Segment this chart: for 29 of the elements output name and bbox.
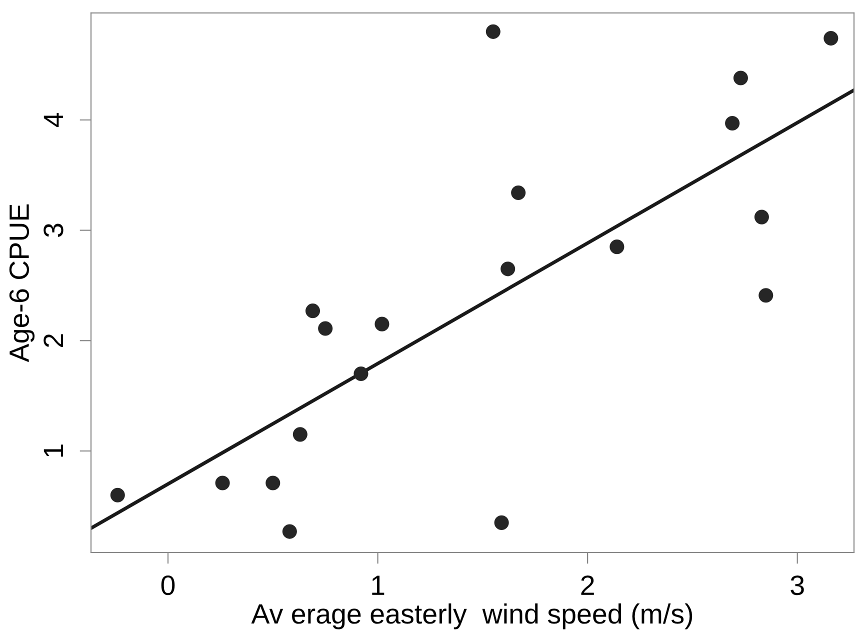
point xyxy=(318,321,333,336)
point xyxy=(215,476,230,490)
point xyxy=(733,70,748,86)
y-tick-label: 2 xyxy=(44,334,64,347)
y-axis-title: Age-6 CPUE xyxy=(9,204,35,362)
point xyxy=(500,262,516,276)
x-tick-label: 0 xyxy=(161,575,175,596)
x-axis-title: Av erage easterly wind speed (m/s) xyxy=(251,603,692,630)
point xyxy=(282,524,297,539)
point xyxy=(266,476,280,490)
point xyxy=(292,427,308,442)
x-tick-label: 3 xyxy=(790,575,804,596)
y-tick-label: 3 xyxy=(44,224,64,237)
x-tick-label: 1 xyxy=(372,576,384,595)
point xyxy=(824,30,838,46)
y-tick-label: 1 xyxy=(44,444,64,457)
point xyxy=(110,488,125,502)
point xyxy=(610,240,624,254)
point xyxy=(494,515,509,530)
y-tick-label: 4 xyxy=(44,113,64,128)
point xyxy=(758,288,774,303)
point xyxy=(354,366,368,382)
point xyxy=(486,24,500,39)
point xyxy=(725,116,740,131)
x-tick-label: 2 xyxy=(581,575,594,595)
point xyxy=(374,316,390,332)
point xyxy=(511,185,526,200)
point xyxy=(754,210,769,224)
point xyxy=(305,304,320,318)
